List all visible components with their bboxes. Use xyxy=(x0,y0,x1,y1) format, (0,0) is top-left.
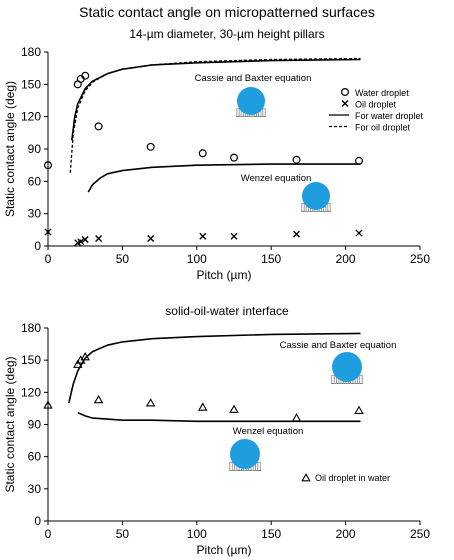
pillar xyxy=(257,461,261,471)
y-tick-label: 30 xyxy=(28,482,42,496)
figure-title: Static contact angle on micropatterned s… xyxy=(79,4,375,20)
x-axis-label: Pitch (µm) xyxy=(197,543,252,557)
data-point xyxy=(95,234,103,242)
pillar xyxy=(327,203,331,212)
data-point xyxy=(94,122,103,131)
droplet-illustration xyxy=(331,352,363,384)
y-axis-label: Static contact angle (deg) xyxy=(3,81,17,217)
data-point xyxy=(230,232,238,240)
droplet-illustration xyxy=(229,439,261,471)
annotation-cassie-baxter: Cassie and Baxter equation xyxy=(195,73,312,84)
y-tick-label: 150 xyxy=(21,353,41,367)
y-axis-label: Static contact angle (deg) xyxy=(3,356,17,492)
legend-marker xyxy=(341,87,350,96)
droplet-body xyxy=(237,87,265,115)
legend-marker xyxy=(301,473,311,482)
y-tick-label: 60 xyxy=(28,174,42,188)
x-axis-label: Pitch (µm) xyxy=(197,268,252,282)
data-point xyxy=(198,402,208,411)
chart-1-subtitle: 14-µm diameter, 30-µm height pillars xyxy=(129,27,325,41)
data-point xyxy=(44,228,52,236)
y-tick-label: 90 xyxy=(28,418,42,432)
annotation-cassie-baxter: Cassie and Baxter equation xyxy=(280,340,397,351)
data-point xyxy=(81,71,90,80)
droplet-body xyxy=(332,352,362,382)
x-tick-label: 50 xyxy=(116,252,130,266)
legend-label: Oil droplet in water xyxy=(315,473,390,483)
droplet-body xyxy=(302,182,330,210)
pillar xyxy=(359,374,363,384)
legend-label: Oil droplet xyxy=(355,100,397,110)
pillar xyxy=(236,108,240,117)
annotation-wenzel: Wenzel equation xyxy=(241,173,312,184)
data-point xyxy=(43,400,53,409)
data-point xyxy=(43,161,52,170)
y-tick-label: 30 xyxy=(28,207,42,221)
data-point xyxy=(292,155,301,164)
legend-label: For water droplet xyxy=(355,111,424,121)
x-tick-label: 250 xyxy=(410,527,430,541)
series-line xyxy=(69,57,361,173)
series-line xyxy=(87,163,361,193)
data-point xyxy=(81,236,89,244)
x-tick-label: 0 xyxy=(45,252,52,266)
x-tick-label: 100 xyxy=(187,252,207,266)
y-tick-label: 90 xyxy=(28,142,42,156)
y-tick-label: 60 xyxy=(28,450,42,464)
x-tick-label: 150 xyxy=(261,527,281,541)
data-point xyxy=(145,398,156,407)
data-point xyxy=(198,149,207,158)
x-tick-label: 250 xyxy=(410,252,430,266)
y-tick-label: 120 xyxy=(21,110,41,124)
data-point xyxy=(291,413,302,422)
x-tick-label: 50 xyxy=(116,527,130,541)
data-point xyxy=(354,405,364,414)
legend-label: Water droplet xyxy=(355,88,409,98)
x-tick-label: 0 xyxy=(45,527,52,541)
chart-2-subtitle: solid-oil-water interface xyxy=(165,304,289,318)
data-point xyxy=(229,404,239,413)
pillar xyxy=(301,203,305,212)
y-tick-label: 180 xyxy=(21,45,41,59)
data-point xyxy=(146,142,155,151)
y-tick-label: 180 xyxy=(21,321,41,335)
legend-label: For oil droplet xyxy=(355,123,411,133)
annotation-wenzel: Wenzel equation xyxy=(233,426,304,437)
droplet-illustration xyxy=(301,182,331,212)
x-tick-label: 200 xyxy=(336,527,356,541)
data-point xyxy=(354,156,363,165)
data-point xyxy=(147,234,155,242)
droplet-illustration xyxy=(236,87,266,117)
x-tick-label: 100 xyxy=(187,527,207,541)
y-tick-label: 150 xyxy=(21,77,41,91)
series-line xyxy=(68,332,361,404)
x-tick-label: 150 xyxy=(261,252,281,266)
y-tick-label: 120 xyxy=(21,385,41,399)
legend-marker xyxy=(341,100,349,107)
pillar xyxy=(229,461,233,471)
data-point xyxy=(73,359,83,368)
data-point xyxy=(230,153,239,162)
y-tick-label: 0 xyxy=(34,239,41,253)
pillar xyxy=(331,374,335,384)
data-point xyxy=(293,230,300,238)
x-tick-label: 200 xyxy=(336,252,356,266)
data-point xyxy=(199,232,207,240)
data-point xyxy=(93,394,104,404)
data-point xyxy=(355,229,363,237)
y-tick-label: 0 xyxy=(34,514,41,528)
pillar xyxy=(262,108,266,117)
droplet-body xyxy=(230,439,260,469)
data-point xyxy=(77,238,85,246)
series-line xyxy=(77,411,361,423)
